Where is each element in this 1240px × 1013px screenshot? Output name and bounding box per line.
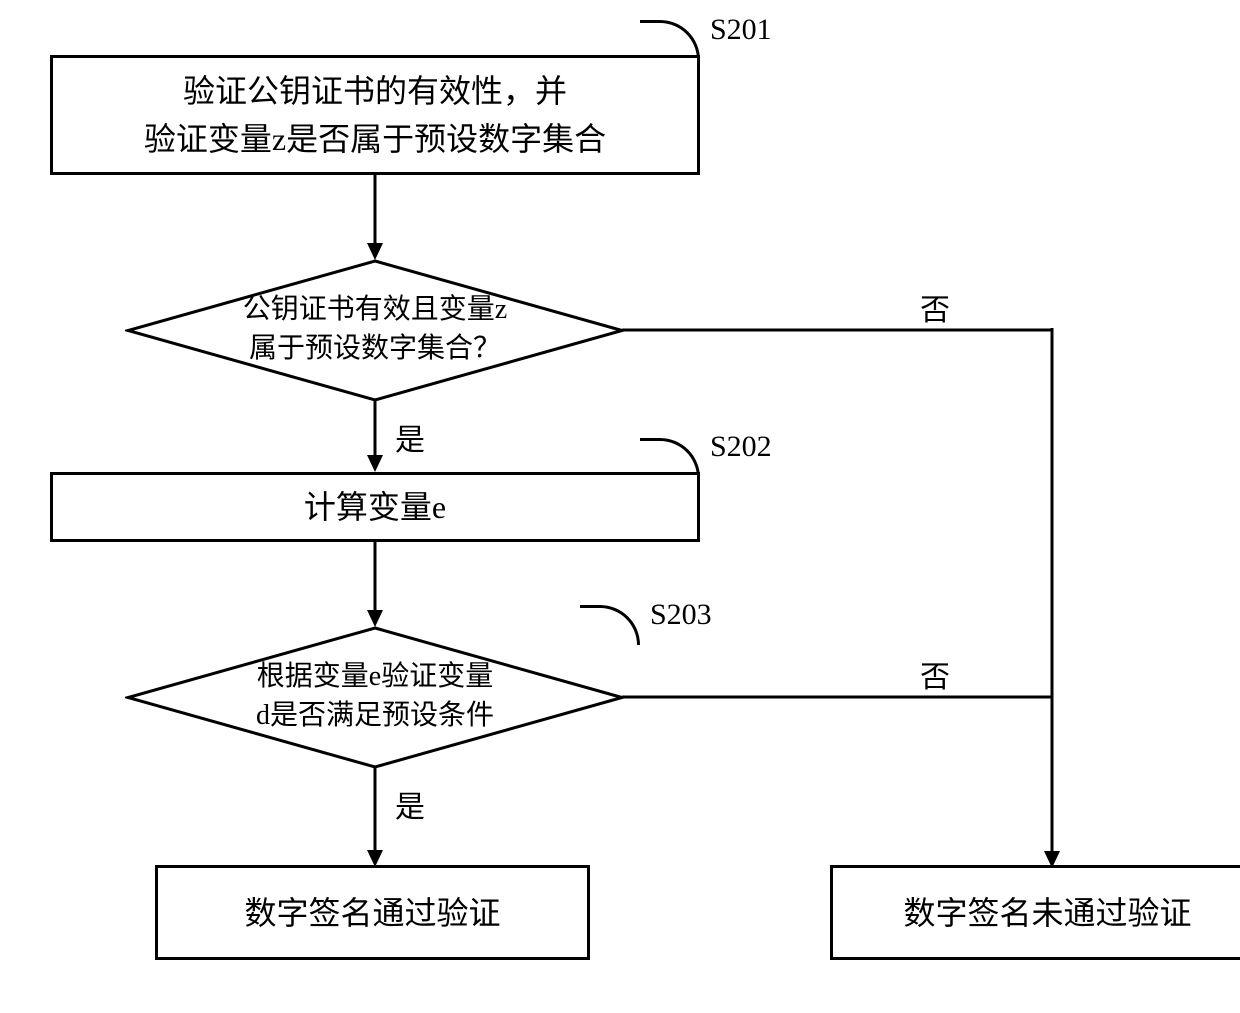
result-fail-text: 数字签名未通过验证 <box>903 889 1191 937</box>
decision2-no-label: 否 <box>920 652 950 696</box>
flowchart-container: S201 验证公钥证书的有效性，并 验证变量z是否属于预设数字集合 公钥证书有效… <box>0 0 1240 1013</box>
arrow-step1-to-decision1 <box>370 175 390 260</box>
decision1-text-line1: 公钥证书有效且变量z <box>243 294 507 325</box>
step1-label-connector <box>640 20 700 60</box>
line-decision2-no <box>622 692 1052 702</box>
result-pass-text: 数字签名通过验证 <box>244 889 500 937</box>
decision2-yes-label: 是 <box>395 782 425 826</box>
decision1-no-label: 否 <box>920 285 950 329</box>
arrow-decision2-to-pass <box>370 767 390 867</box>
decision1-yes-label: 是 <box>395 415 425 459</box>
decision2-text-line2: d是否满足预设条件 <box>256 700 494 731</box>
result-pass-box: 数字签名通过验证 <box>155 865 590 960</box>
step2-box: 计算变量e <box>50 472 700 542</box>
line-decision1-no <box>622 325 1052 335</box>
step1-text-line2: 验证变量z是否属于预设数字集合 <box>144 121 606 157</box>
step2-label: S202 <box>710 430 772 464</box>
vertical-no-line <box>1047 328 1057 868</box>
result-fail-box: 数字签名未通过验证 <box>830 865 1240 960</box>
step2-text: 计算变量e <box>304 483 446 531</box>
step1-text: 验证公钥证书的有效性，并 验证变量z是否属于预设数字集合 <box>144 67 606 163</box>
step1-box: 验证公钥证书的有效性，并 验证变量z是否属于预设数字集合 <box>50 55 700 175</box>
decision2-text: 根据变量e验证变量 d是否满足预设条件 <box>125 657 625 735</box>
step1-text-line1: 验证公钥证书的有效性，并 <box>183 73 567 109</box>
decision2-text-line1: 根据变量e验证变量 <box>257 661 493 692</box>
decision1-text-line2: 属于预设数字集合？ <box>249 333 501 364</box>
arrow-decision1-to-step2 <box>370 400 390 472</box>
decision2-label: S203 <box>650 598 712 632</box>
arrow-step2-to-decision2 <box>370 542 390 627</box>
decision1-text: 公钥证书有效且变量z 属于预设数字集合？ <box>125 290 625 368</box>
step1-label: S201 <box>710 13 772 47</box>
